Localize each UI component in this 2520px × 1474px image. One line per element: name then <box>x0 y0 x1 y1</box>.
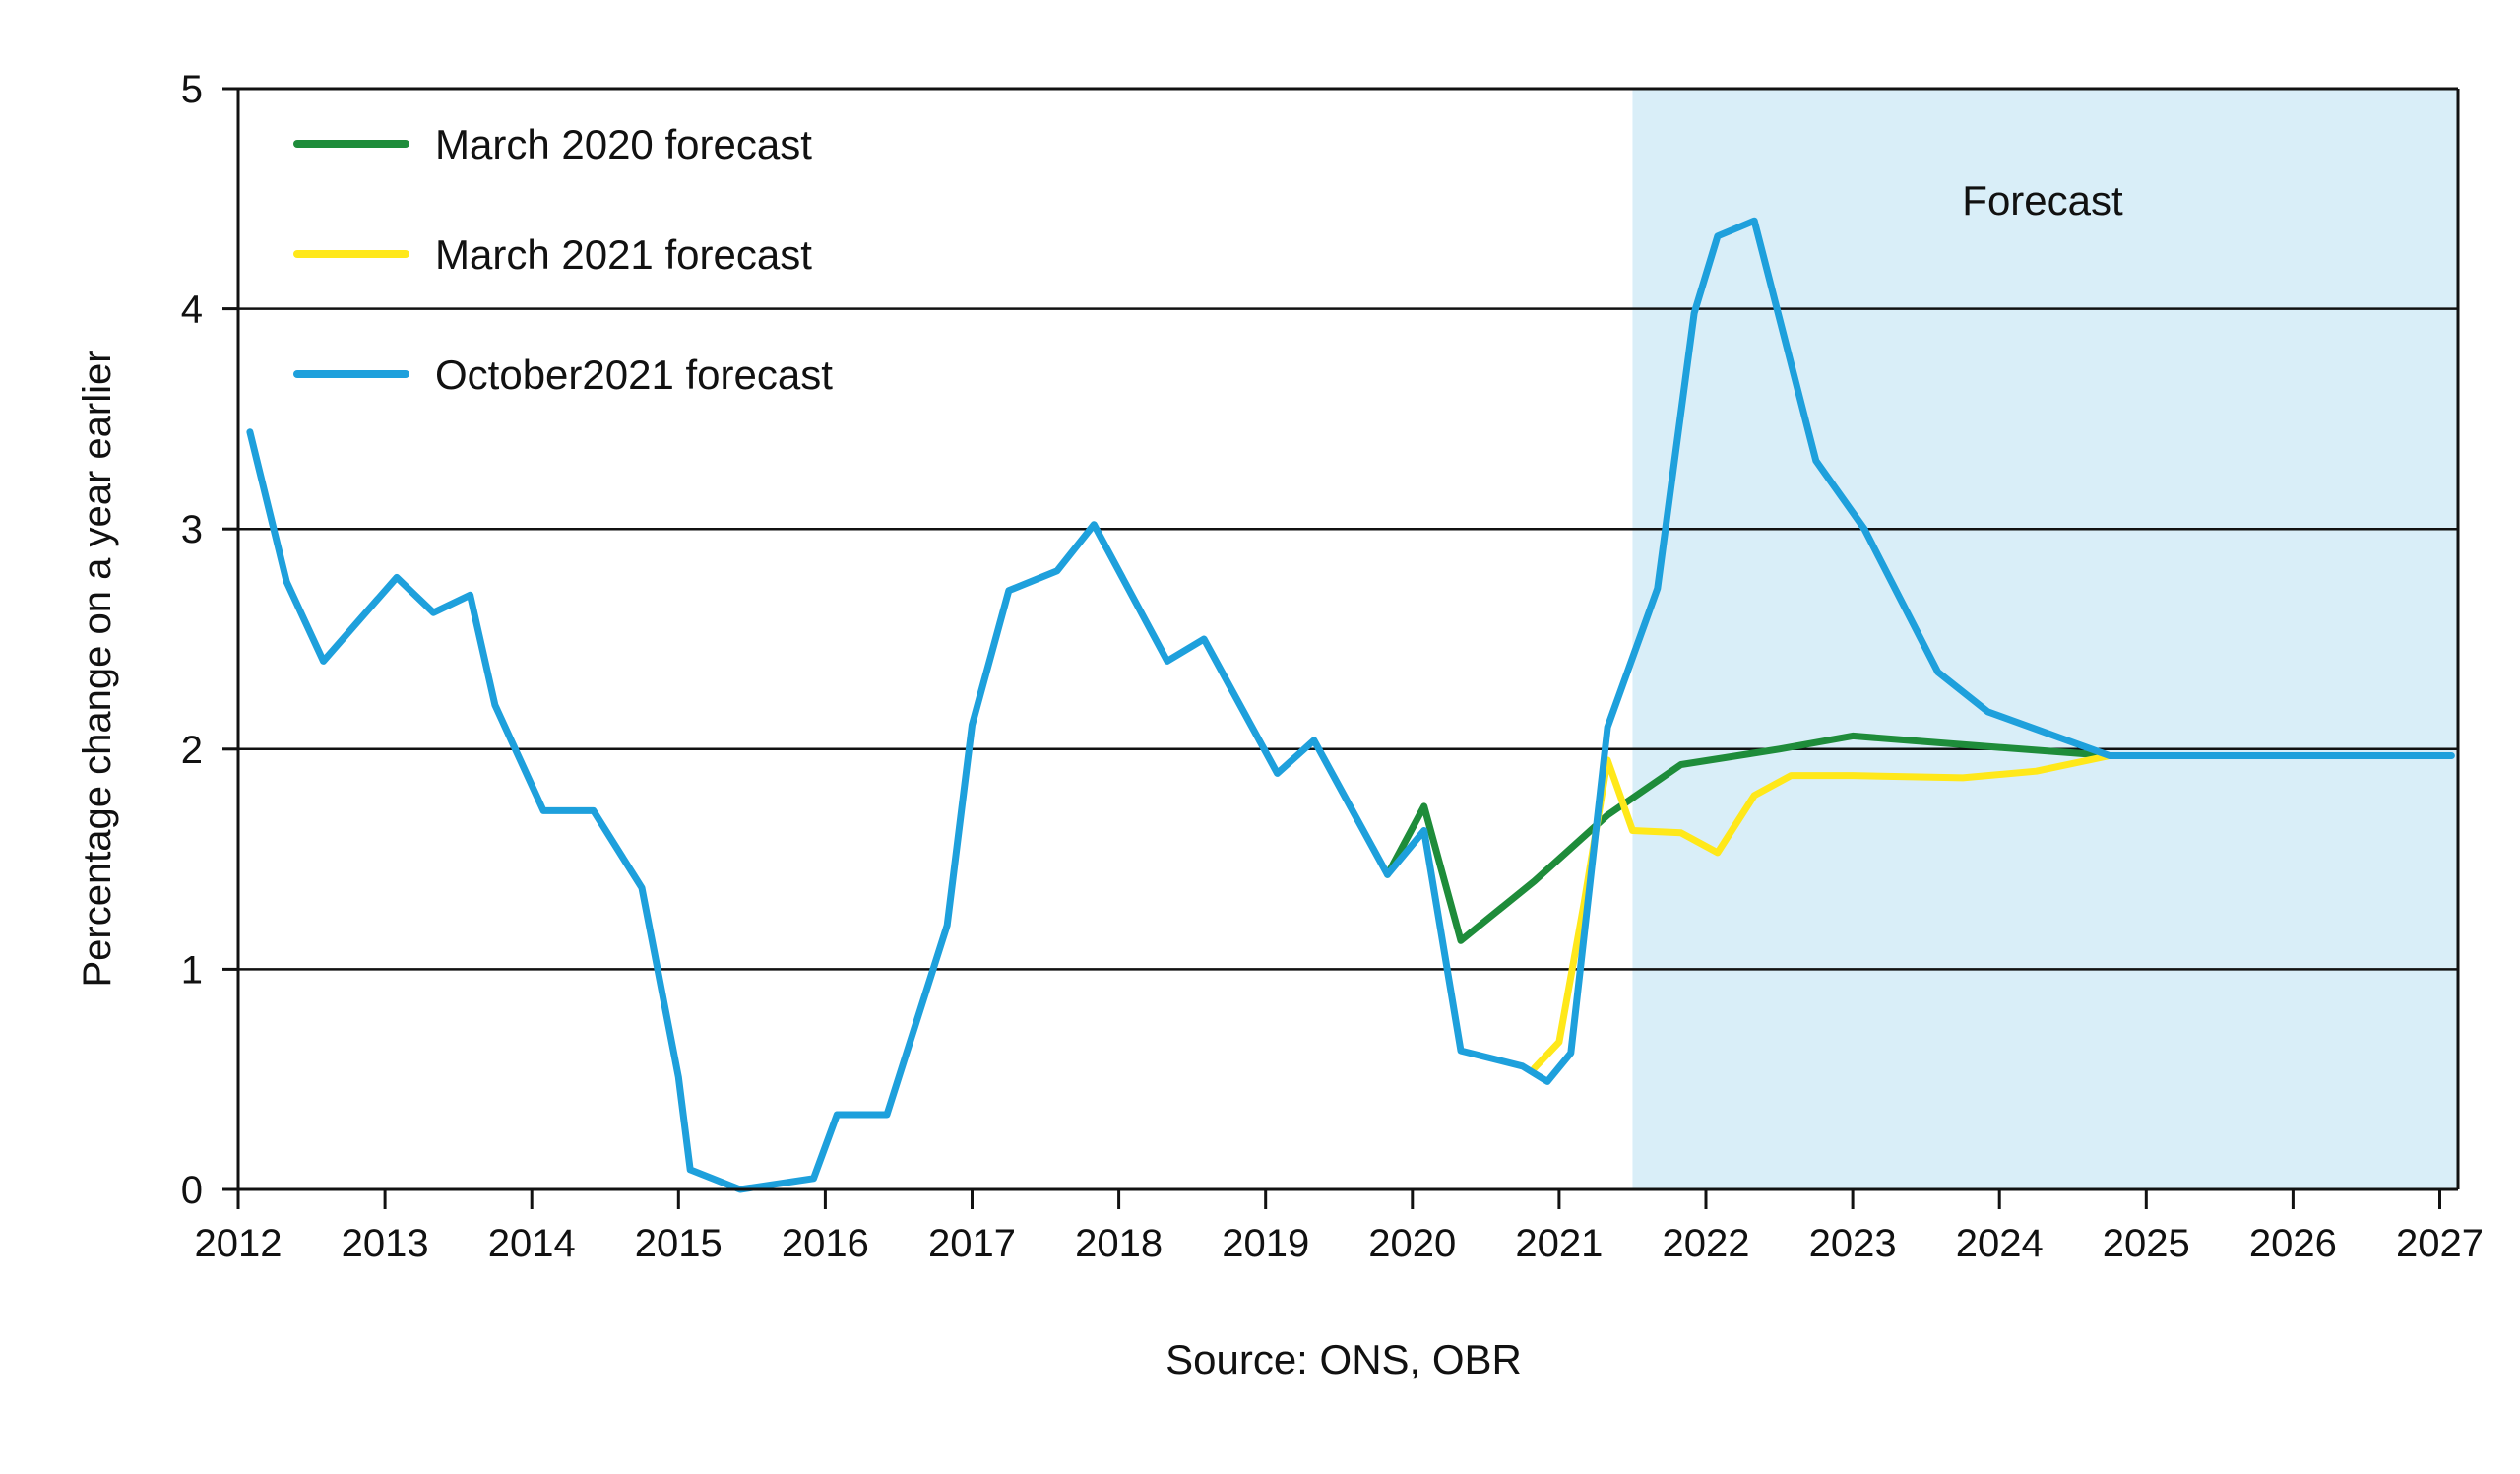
x-tick-label: 2014 <box>488 1222 576 1265</box>
x-axis-ticks: 2012 2013 2014 2015 2016 2017 2018 2019 2020 2021… <box>195 1189 2484 1265</box>
x-tick-label: 2026 <box>2249 1222 2337 1265</box>
x-tick-label: 2012 <box>195 1222 283 1265</box>
y-tick-label: 4 <box>181 288 203 332</box>
y-axis-label: Percentage change on a year earlier <box>76 350 119 987</box>
forecast-band <box>1632 89 2458 1189</box>
y-tick-label: 2 <box>181 729 203 772</box>
x-tick-label: 2024 <box>1956 1222 2044 1265</box>
series-line-3 <box>246 217 2455 1193</box>
y-tick-label: 0 <box>181 1169 203 1212</box>
forecast-band-label: Forecast <box>1962 177 2123 224</box>
x-tick-label: 2018 <box>1075 1222 1163 1265</box>
y-tick-label: 1 <box>181 948 203 992</box>
series-line-1 <box>1384 732 2113 944</box>
y-tick-label: 3 <box>181 508 203 551</box>
legend-label: March 2020 forecast <box>435 121 812 167</box>
source-note: Source: ONS, OBR <box>1166 1336 1522 1382</box>
x-tick-label: 2021 <box>1515 1222 1603 1265</box>
x-tick-label: 2027 <box>2396 1222 2484 1265</box>
x-tick-label: 2016 <box>782 1222 869 1265</box>
x-tick-label: 2020 <box>1368 1222 1456 1265</box>
x-tick-label: 2022 <box>1663 1222 1750 1265</box>
y-tick-label: 5 <box>181 68 203 111</box>
x-tick-label: 2013 <box>342 1222 429 1265</box>
x-tick-label: 2019 <box>1222 1222 1309 1265</box>
y-axis-ticks: 0 1 2 3 4 5 <box>181 68 238 1212</box>
series-lines <box>246 217 2455 1193</box>
x-tick-label: 2015 <box>635 1222 723 1265</box>
axes <box>236 87 2460 1191</box>
x-tick-label: 2023 <box>1809 1222 1897 1265</box>
legend-label: March 2021 forecast <box>435 231 812 278</box>
series-line-2 <box>1531 752 2113 1072</box>
x-tick-label: 2025 <box>2103 1222 2190 1265</box>
legend-label: October2021 forecast <box>435 352 833 398</box>
legend: March 2020 forecast March 2021 forecast Oc… <box>293 121 833 398</box>
x-tick-label: 2017 <box>928 1222 1016 1265</box>
